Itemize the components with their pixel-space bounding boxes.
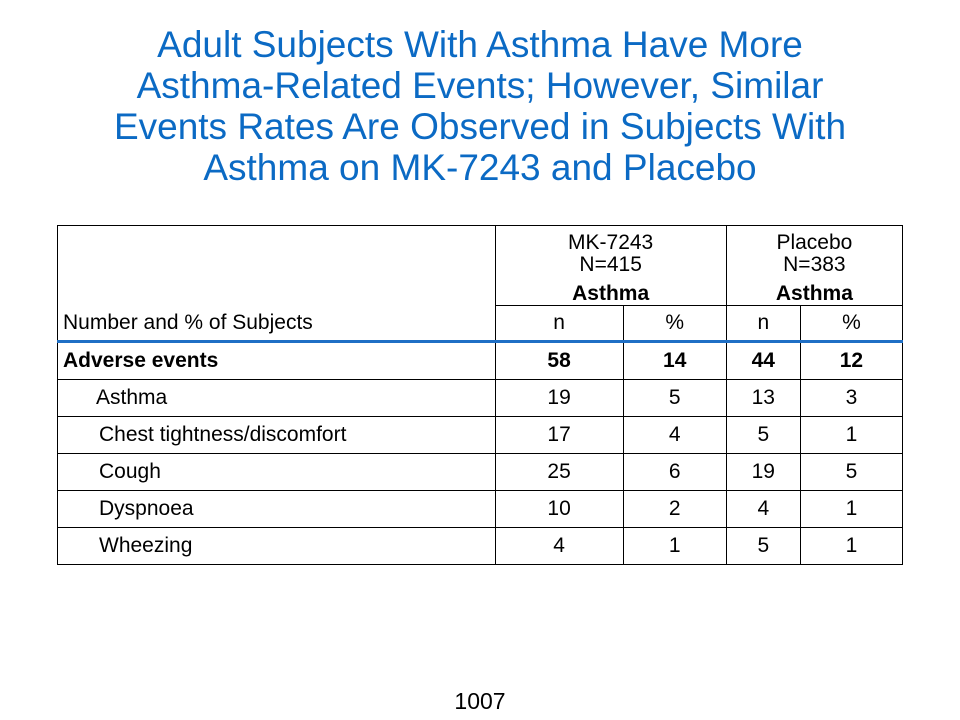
cell-value: 1	[799, 490, 904, 528]
adverse-events-table: MK-7243 N=415 Asthma Placebo N=383 Asthm…	[57, 225, 904, 565]
group-n-label: N=415	[579, 253, 642, 276]
table-column-header-row: Number and % of Subjects n % n %	[57, 305, 904, 343]
table-row: Dyspnoea 10 2 4 1	[57, 490, 904, 528]
cell-value: 10	[494, 490, 624, 528]
page-number: 1007	[454, 688, 506, 714]
row-header-label: Number and % of Subjects	[57, 305, 496, 343]
column-header-pct: %	[799, 305, 904, 343]
cell-value: 5	[725, 416, 801, 454]
column-header-n: n	[725, 305, 801, 343]
table-row: Adverse events 58 14 44 12	[57, 341, 904, 380]
cell-value: 1	[799, 527, 904, 565]
cell-value: 19	[494, 379, 624, 417]
group-subgroup: Asthma	[775, 282, 853, 305]
column-header-n: n	[494, 305, 624, 343]
row-label: Asthma	[57, 379, 496, 417]
group-header-mk7243: MK-7243 N=415 Asthma	[494, 225, 727, 306]
row-label: Dyspnoea	[57, 490, 496, 528]
table-corner-cell	[57, 225, 496, 306]
cell-value: 12	[799, 341, 904, 380]
group-name: MK-7243	[568, 231, 654, 254]
cell-value: 6	[622, 453, 727, 491]
row-label: Wheezing	[57, 527, 496, 565]
table-row: Chest tightness/discomfort 17 4 5 1	[57, 416, 904, 454]
cell-value: 5	[799, 453, 904, 491]
cell-value: 4	[725, 490, 801, 528]
title-line: Adult Subjects With Asthma Have More	[157, 24, 803, 65]
cell-value: 44	[725, 341, 801, 380]
cell-value: 13	[725, 379, 801, 417]
cell-value: 1	[622, 527, 727, 565]
row-label: Adverse events	[57, 341, 496, 380]
cell-value: 5	[725, 527, 801, 565]
cell-value: 1	[799, 416, 904, 454]
cell-value: 5	[622, 379, 727, 417]
cell-value: 2	[622, 490, 727, 528]
table-row: Wheezing 4 1 5 1	[57, 527, 904, 565]
group-subgroup: Asthma	[572, 282, 650, 305]
cell-value: 58	[494, 341, 624, 380]
cell-value: 3	[799, 379, 904, 417]
title-line: Asthma-Related Events; However, Similar	[136, 65, 824, 106]
group-header-placebo: Placebo N=383 Asthma	[725, 225, 904, 306]
table-row: Cough 25 6 19 5	[57, 453, 904, 491]
cell-value: 17	[494, 416, 624, 454]
cell-value: 25	[494, 453, 624, 491]
row-label: Chest tightness/discomfort	[57, 416, 496, 454]
cell-value: 19	[725, 453, 801, 491]
table-row: Asthma 19 5 13 3	[57, 379, 904, 417]
cell-value: 4	[622, 416, 727, 454]
row-label: Cough	[57, 453, 496, 491]
cell-value: 14	[622, 341, 727, 380]
title-line: Asthma on MK-7243 and Placebo	[203, 147, 757, 188]
table-group-header-row: MK-7243 N=415 Asthma Placebo N=383 Asthm…	[57, 225, 904, 306]
group-name: Placebo	[776, 231, 853, 254]
cell-value: 4	[494, 527, 624, 565]
slide-title: Adult Subjects With Asthma Have More Ast…	[40, 24, 920, 188]
title-line: Events Rates Are Observed in Subjects Wi…	[113, 106, 847, 147]
group-n-label: N=383	[783, 253, 846, 276]
column-header-pct: %	[622, 305, 727, 343]
